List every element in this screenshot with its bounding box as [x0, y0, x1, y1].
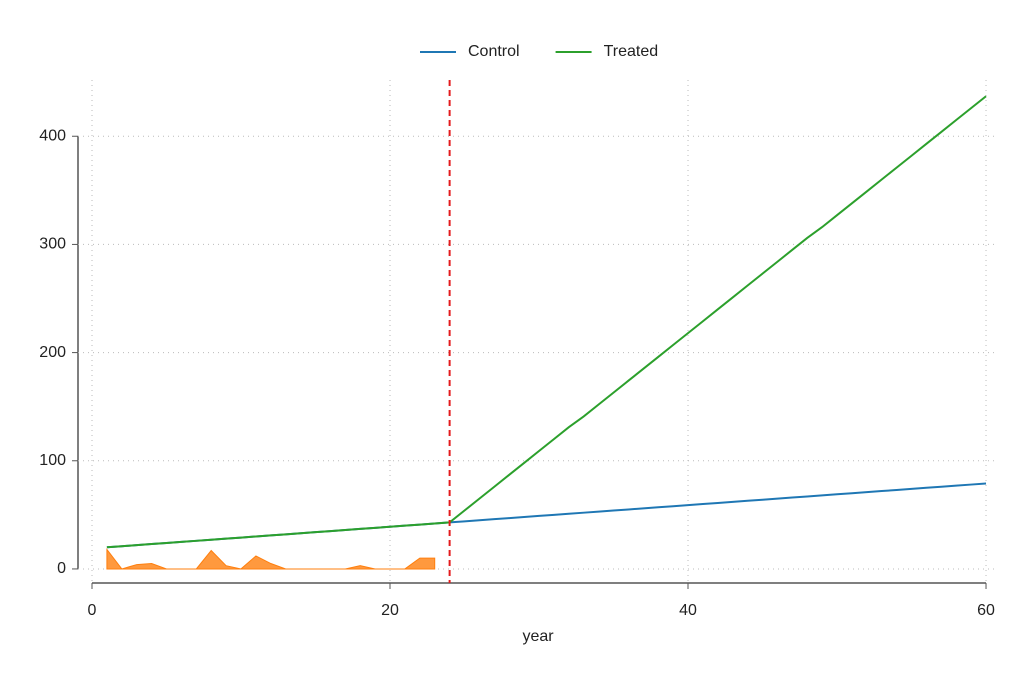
- legend-label: Control: [468, 43, 520, 60]
- x-tick-label: 0: [88, 602, 97, 619]
- y-tick-label: 400: [39, 127, 66, 144]
- y-tick-label: 0: [57, 560, 66, 577]
- x-tick-label: 20: [381, 602, 399, 619]
- area: [106, 547, 436, 570]
- legend-label: Treated: [604, 43, 659, 60]
- y-tick-label: 300: [39, 236, 66, 253]
- x-axis-label: year: [522, 628, 554, 645]
- y-tick-label: 200: [39, 344, 66, 361]
- x-tick-label: 60: [977, 602, 995, 619]
- y-tick-label: 100: [39, 452, 66, 469]
- x-tick-label: 40: [679, 602, 697, 619]
- line: [106, 95, 987, 549]
